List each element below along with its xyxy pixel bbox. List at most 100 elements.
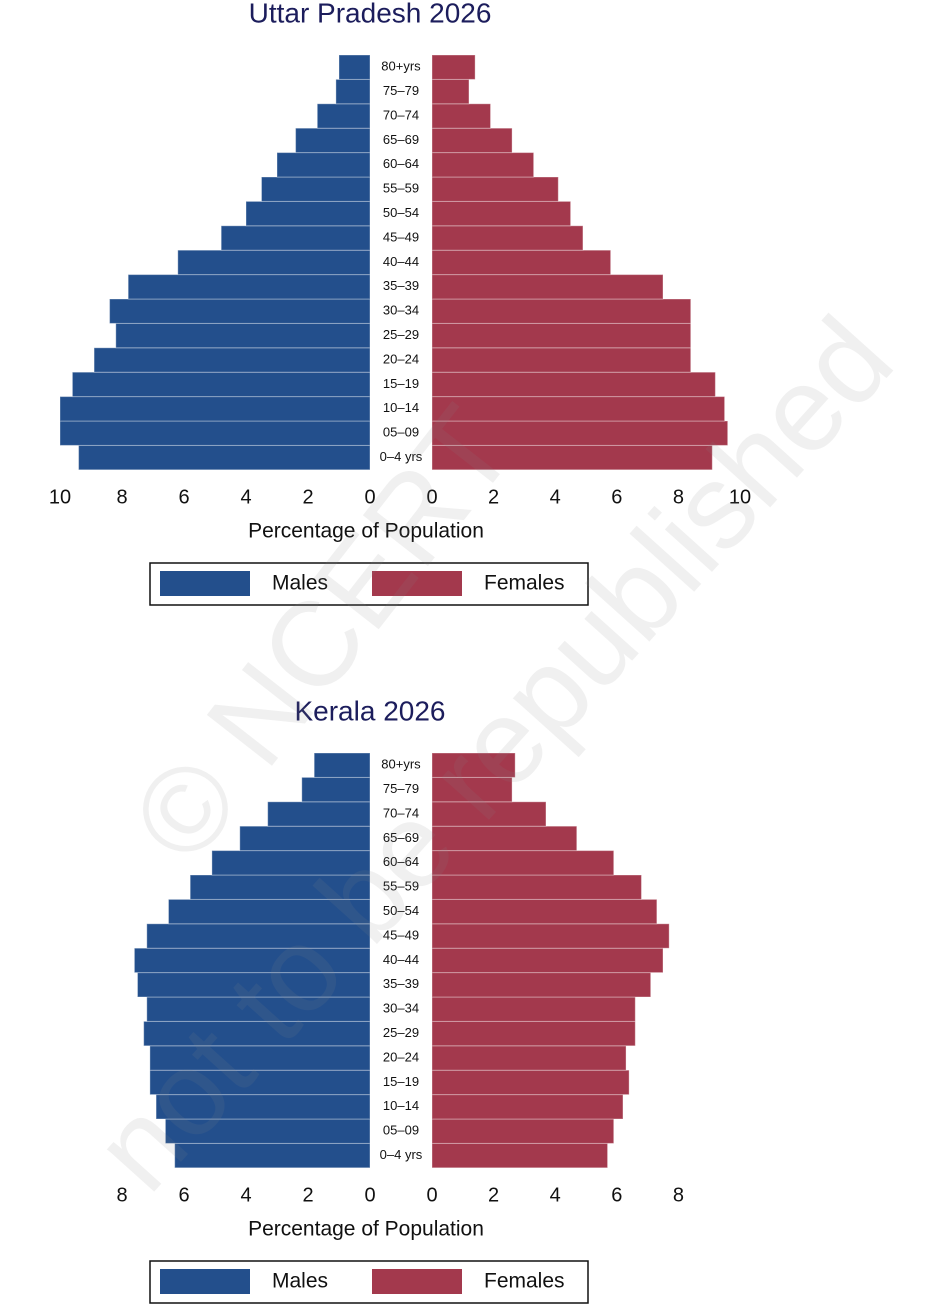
x-axis-label: Percentage of Population bbox=[248, 520, 484, 543]
female-bar bbox=[431, 1118, 615, 1144]
male-bar bbox=[155, 1094, 371, 1120]
male-bar bbox=[267, 801, 371, 827]
male-bar bbox=[174, 1142, 371, 1169]
male-bar bbox=[137, 972, 371, 998]
male-bar bbox=[78, 444, 371, 471]
female-bar bbox=[431, 103, 492, 129]
age-label: 10–14 bbox=[383, 400, 419, 415]
x-tick-label: 2 bbox=[488, 1184, 499, 1206]
female-bar bbox=[431, 850, 615, 876]
male-bar bbox=[313, 752, 371, 778]
age-label: 55–59 bbox=[383, 181, 419, 196]
female-bar bbox=[431, 1142, 609, 1169]
female-bar bbox=[431, 347, 692, 373]
age-label: 0–4 yrs bbox=[380, 449, 423, 464]
age-label: 75–79 bbox=[383, 83, 419, 98]
age-label: 45–49 bbox=[383, 927, 419, 942]
male-bar bbox=[146, 923, 371, 949]
male-bar bbox=[168, 898, 371, 925]
male-bar bbox=[146, 996, 371, 1022]
age-label: 70–74 bbox=[383, 107, 419, 122]
male-bar bbox=[189, 874, 371, 900]
age-label: 05–09 bbox=[383, 425, 419, 440]
age-label: 50–54 bbox=[383, 205, 419, 220]
age-label: 45–49 bbox=[383, 229, 419, 244]
x-tick-label: 10 bbox=[49, 486, 71, 508]
female-bar bbox=[431, 752, 516, 778]
female-bar bbox=[431, 776, 513, 803]
x-tick-label: 0 bbox=[426, 486, 437, 508]
x-tick-label: 0 bbox=[426, 1184, 437, 1206]
female-bar bbox=[431, 396, 726, 422]
age-label: 65–69 bbox=[383, 132, 419, 147]
male-bar bbox=[149, 1069, 371, 1096]
age-label: 20–24 bbox=[383, 1049, 419, 1064]
female-bar bbox=[431, 371, 716, 398]
x-tick-label: 8 bbox=[673, 486, 684, 508]
male-bar bbox=[261, 176, 371, 202]
age-label: 80+yrs bbox=[381, 757, 421, 772]
age-label: 70–74 bbox=[383, 805, 419, 820]
male-bar bbox=[335, 78, 371, 105]
legend-swatch bbox=[160, 571, 250, 596]
x-tick-label: 8 bbox=[673, 1184, 684, 1206]
female-bar bbox=[431, 200, 572, 227]
male-bar bbox=[177, 249, 371, 276]
age-label: 40–44 bbox=[383, 952, 419, 967]
female-bar bbox=[431, 996, 636, 1022]
male-bar bbox=[239, 825, 371, 852]
chart-title: Uttar Pradesh 2026 bbox=[249, 0, 492, 28]
age-label: 35–39 bbox=[383, 278, 419, 293]
female-bar bbox=[431, 152, 535, 178]
x-tick-label: 6 bbox=[178, 1184, 189, 1206]
male-bar bbox=[295, 127, 371, 154]
female-bar bbox=[431, 54, 476, 80]
x-tick-label: 4 bbox=[240, 486, 251, 508]
age-label: 60–64 bbox=[383, 854, 419, 869]
age-label: 80+yrs bbox=[381, 59, 421, 74]
age-label: 40–44 bbox=[383, 254, 419, 269]
female-bar bbox=[431, 947, 664, 974]
legend-label: Females bbox=[484, 1270, 565, 1293]
legend-label: Males bbox=[272, 572, 328, 595]
female-bar bbox=[431, 249, 612, 276]
female-bar bbox=[431, 801, 547, 827]
x-tick-label: 0 bbox=[364, 1184, 375, 1206]
male-bar bbox=[143, 1020, 371, 1047]
male-bar bbox=[276, 152, 371, 178]
x-tick-label: 4 bbox=[240, 1184, 251, 1206]
male-bar bbox=[127, 274, 371, 300]
female-bar bbox=[431, 78, 470, 105]
x-tick-label: 10 bbox=[729, 486, 751, 508]
age-label: 55–59 bbox=[383, 879, 419, 894]
male-bar bbox=[164, 1118, 371, 1144]
x-tick-label: 4 bbox=[550, 486, 561, 508]
x-tick-label: 4 bbox=[550, 1184, 561, 1206]
male-bar bbox=[338, 54, 371, 80]
age-label: 20–24 bbox=[383, 351, 419, 366]
male-bar bbox=[301, 776, 371, 803]
x-tick-label: 6 bbox=[611, 486, 622, 508]
female-bar bbox=[431, 225, 584, 251]
legend-swatch bbox=[372, 1269, 462, 1294]
age-label: 25–29 bbox=[383, 1025, 419, 1040]
age-label: 25–29 bbox=[383, 327, 419, 342]
female-bar bbox=[431, 298, 692, 324]
male-bar bbox=[59, 396, 371, 422]
x-tick-label: 2 bbox=[488, 486, 499, 508]
age-label: 05–09 bbox=[383, 1123, 419, 1138]
male-bar bbox=[59, 420, 371, 446]
x-tick-label: 6 bbox=[178, 486, 189, 508]
age-label: 10–14 bbox=[383, 1098, 419, 1113]
legend-label: Males bbox=[272, 1270, 328, 1293]
age-label: 50–54 bbox=[383, 903, 419, 918]
pyramid-chart: Uttar Pradesh 2026 0–4 yrs 05–09 10–14 15–19… bbox=[49, 0, 751, 606]
female-bar bbox=[431, 1045, 627, 1071]
female-bar bbox=[431, 322, 692, 349]
female-bar bbox=[431, 274, 664, 300]
female-bar bbox=[431, 1020, 636, 1047]
male-bar bbox=[316, 103, 371, 129]
x-tick-label: 8 bbox=[116, 486, 127, 508]
age-label: 0–4 yrs bbox=[380, 1147, 423, 1162]
